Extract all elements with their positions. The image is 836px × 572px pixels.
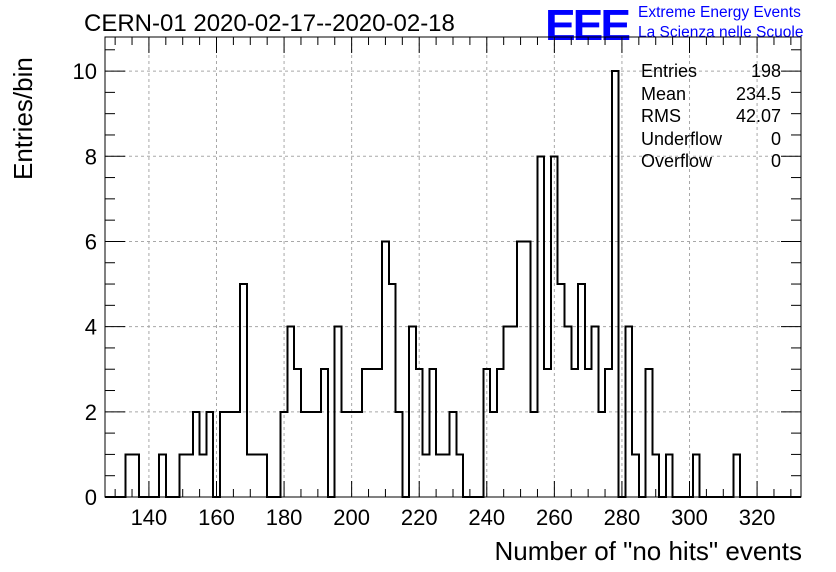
chart-title: CERN-01 2020-02-17--2020-02-18 xyxy=(84,10,455,37)
y-tick-label: 10 xyxy=(73,59,97,84)
logo-line-1: Extreme Energy Events xyxy=(638,4,801,21)
x-tick-label: 240 xyxy=(468,505,505,530)
y-tick-label: 8 xyxy=(85,144,97,169)
stat-label: RMS xyxy=(641,106,681,126)
y-tick-label: 2 xyxy=(85,400,97,425)
histogram-series xyxy=(105,70,801,498)
stat-row-entries: Entries 198 xyxy=(641,60,781,83)
stat-label: Mean xyxy=(641,83,687,104)
x-tick-label: 320 xyxy=(739,505,776,530)
x-axis-label: Number of "no hits" events xyxy=(494,536,803,566)
stat-row-overflow: Overflow 0 xyxy=(641,150,781,173)
x-tick-label: 200 xyxy=(333,505,370,530)
stat-label: Underflow xyxy=(641,128,723,149)
x-tick-label: 160 xyxy=(198,505,235,530)
stat-label: Entries xyxy=(641,61,698,81)
stat-value: 0 xyxy=(770,151,781,171)
y-tick-label: 4 xyxy=(85,315,97,340)
stat-row-underflow: Underflow 0 xyxy=(641,128,781,151)
stat-row-rms: RMS 42.07 xyxy=(641,105,781,128)
stat-value: 42.07 xyxy=(735,106,781,126)
x-tick-label: 280 xyxy=(604,505,641,530)
stat-value: 198 xyxy=(750,61,781,81)
x-tick-label: 300 xyxy=(671,505,708,530)
y-tick-label: 6 xyxy=(85,229,97,254)
x-tick-label: 260 xyxy=(536,505,573,530)
stat-label: Overflow xyxy=(641,151,713,171)
stat-value: 234.5 xyxy=(735,83,781,104)
y-tick-label: 0 xyxy=(85,485,97,510)
stat-value: 0 xyxy=(770,128,781,149)
stat-row-mean: Mean 234.5 xyxy=(641,83,781,106)
stats-box: Entries 198 Mean 234.5 RMS 42.07 Underflow 0… xyxy=(641,60,781,173)
x-tick-label: 220 xyxy=(401,505,438,530)
x-tick-label: 180 xyxy=(266,505,303,530)
x-tick-label: 140 xyxy=(131,505,168,530)
